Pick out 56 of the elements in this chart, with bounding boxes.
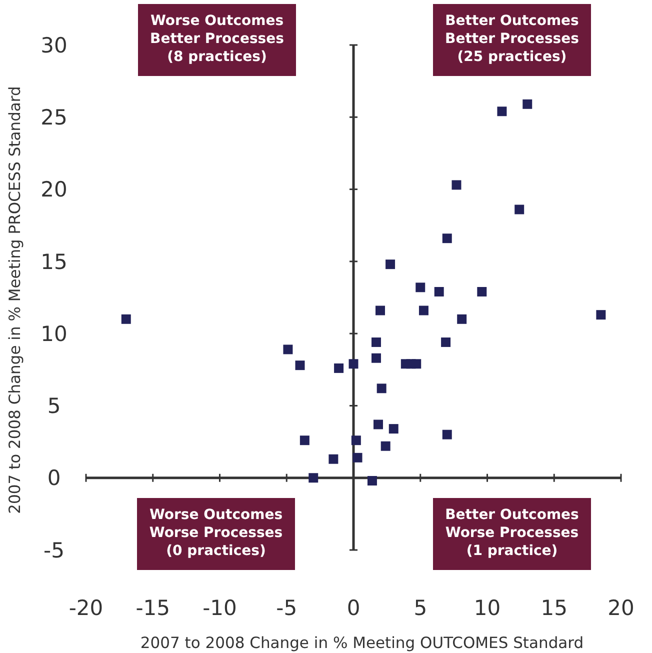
- point: [497, 106, 507, 116]
- y-tick-label: -5: [44, 538, 64, 562]
- x-tick-label: -15: [136, 596, 170, 620]
- point: [522, 99, 532, 109]
- x-tick-label: -10: [202, 596, 237, 620]
- point: [376, 306, 385, 316]
- point: [121, 314, 131, 324]
- x-tick-label: 0: [346, 596, 360, 620]
- point: [386, 260, 396, 270]
- annotation: Better Outcomes Worse Processes (1 practice): [445, 507, 579, 559]
- x-tick-label: -20: [68, 596, 104, 620]
- y-tick-label: 0: [47, 466, 61, 490]
- point: [351, 436, 361, 446]
- x-tick-label: 5: [414, 596, 428, 620]
- point: [300, 436, 310, 446]
- point: [374, 420, 383, 430]
- point: [380, 441, 390, 451]
- y-tick-label: 5: [47, 394, 61, 418]
- point: [477, 286, 487, 296]
- point: [371, 353, 381, 363]
- point: [442, 430, 452, 440]
- point: [452, 180, 462, 190]
- point: [418, 306, 428, 316]
- x-axis-title: 2007 to 2008 Change in % Meeting OUTCOMES Standard: [140, 634, 584, 652]
- y-axis-title: 2007 to 2008 Change in % Meeting PROCESS Standard: [6, 86, 24, 514]
- point: [441, 337, 451, 347]
- point: [416, 282, 426, 292]
- y-tick-label: 20: [40, 178, 68, 202]
- point: [388, 424, 398, 434]
- y-tick-label: 25: [40, 105, 68, 130]
- point: [295, 360, 305, 370]
- point: [371, 337, 381, 347]
- point: [367, 476, 377, 486]
- point: [434, 286, 444, 296]
- y-tick-label: 10: [40, 322, 68, 346]
- x-tick-label: 15: [540, 596, 568, 620]
- annotation: Better Outcomes Better Processes (25 practices): [445, 13, 579, 65]
- annotation: Worse Outcomes Better Processes (8 practices): [150, 13, 284, 65]
- x-tick-label: -5: [276, 596, 298, 620]
- annotation: Worse Outcomes Worse Processes (0 practices): [149, 507, 283, 559]
- point: [514, 204, 524, 214]
- point: [308, 473, 318, 483]
- point: [328, 454, 338, 464]
- x-tick-label: 10: [474, 596, 501, 620]
- y-tick-label: 30: [40, 33, 68, 58]
- point: [442, 234, 452, 244]
- point: [457, 314, 467, 324]
- point: [283, 344, 293, 354]
- point: [412, 359, 422, 369]
- y-tick-label: 15: [40, 250, 68, 274]
- point: [348, 359, 358, 369]
- point: [376, 384, 386, 394]
- x-tick-label: 20: [608, 596, 634, 620]
- point: [596, 310, 606, 320]
- point: [334, 363, 344, 373]
- point: [352, 452, 362, 462]
